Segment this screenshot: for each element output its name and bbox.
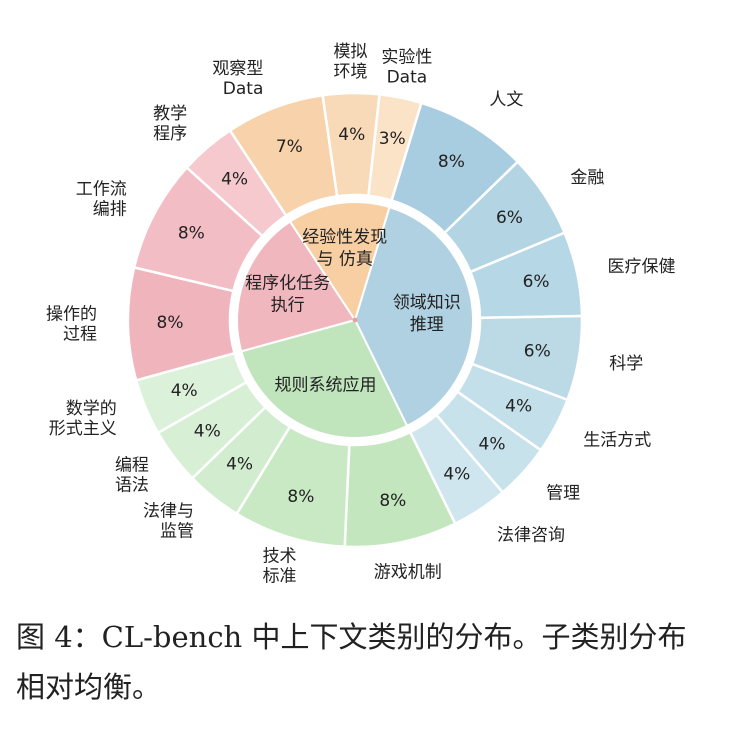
segment-name: 法律咨询 <box>497 525 565 545</box>
segment-name: 数学的 <box>66 399 117 419</box>
segment-name: 人文 <box>489 90 523 110</box>
outer-segment <box>367 92 423 203</box>
value-label: 6% <box>524 341 551 361</box>
value-label: 8% <box>287 487 314 507</box>
segment-name: 科学 <box>609 354 643 374</box>
value-label: 4% <box>226 455 253 475</box>
value-label: 4% <box>479 434 506 454</box>
segment-name: 法律与 <box>143 502 194 522</box>
segment-name: 生活方式 <box>583 430 651 450</box>
segment-name: 技术 <box>263 547 297 567</box>
value-label: 4% <box>338 125 365 145</box>
value-label: 6% <box>496 208 523 228</box>
value-label: 7% <box>276 137 303 157</box>
segment-name: 工作流 <box>76 180 127 200</box>
segment-name: 监管 <box>160 522 194 542</box>
value-label: 6% <box>523 272 550 292</box>
segment-name: 教学 <box>153 104 187 124</box>
segment-name: 观察型 <box>212 59 263 79</box>
value-label: 8% <box>379 491 406 511</box>
inner-segment <box>240 318 409 439</box>
segment-name: Data <box>387 67 428 87</box>
segment-name: 游戏机制 <box>374 563 442 583</box>
value-label: 4% <box>171 381 198 401</box>
segment-name: 医疗保健 <box>608 257 676 277</box>
group-name: 经验性发现 <box>302 228 387 248</box>
segment-name: 标准 <box>263 567 297 587</box>
segment-name: 管理 <box>546 483 580 503</box>
segment-name: 语法 <box>115 475 149 495</box>
group-name: 规则系统应用 <box>274 376 376 396</box>
segment-name: 编程 <box>115 455 149 475</box>
value-label: 8% <box>438 152 465 172</box>
segment-name: 形式主义 <box>49 419 117 439</box>
value-label: 4% <box>194 421 221 441</box>
group-name: 领域知识 <box>393 293 461 313</box>
caption: 图 4：CL-bench 中上下文类别的分布。子类别分布相对均衡。 <box>16 620 687 704</box>
group-name: 执行 <box>271 296 305 316</box>
segment-name: 过程 <box>63 325 97 345</box>
segment-name: 环境 <box>333 62 367 82</box>
segment-name: 操作的 <box>46 305 97 325</box>
inner-segment <box>353 205 474 428</box>
group-name: 程序化任务 <box>245 274 330 294</box>
inner-segment <box>236 220 357 353</box>
value-label: 4% <box>505 396 532 416</box>
value-label: 8% <box>178 224 205 244</box>
segment-name: 编排 <box>93 200 127 220</box>
segment-name: Data <box>223 79 264 99</box>
group-name: 推理 <box>410 315 444 335</box>
value-label: 4% <box>443 464 470 484</box>
segment-name: 金融 <box>570 168 604 188</box>
group-name: 与 仿真 <box>317 250 373 270</box>
segment-name: 模拟 <box>333 42 367 62</box>
chart: 8% 人文 6% 金融 6% 医疗保健 6% 科学 4% 生活方式 4% 管理 4% 法律咨询 8% 游戏机制… <box>46 42 676 587</box>
value-label: 4% <box>221 170 248 190</box>
segment-name: 实验性 <box>381 47 432 67</box>
value-label: 8% <box>157 313 184 333</box>
inner-segment <box>288 201 391 323</box>
value-label: 3% <box>379 129 406 149</box>
center-dot <box>352 317 358 323</box>
segment-name: 程序 <box>153 124 187 144</box>
